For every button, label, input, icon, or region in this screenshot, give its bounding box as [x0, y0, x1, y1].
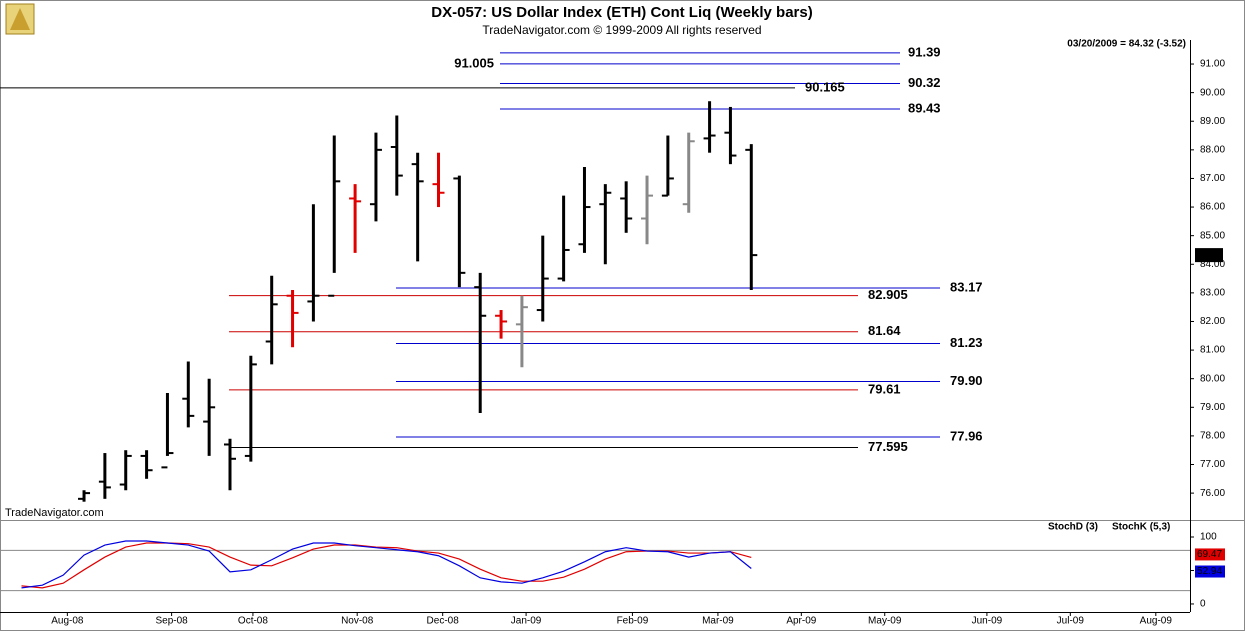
y-tick-label: 83.00	[1200, 288, 1225, 299]
level-label: 77.595	[868, 439, 908, 454]
last-price-header: 03/20/2009 = 84.32 (-3.52)	[1067, 39, 1186, 50]
level-label: 90.32	[908, 75, 941, 90]
level-label: 90.165	[805, 79, 845, 94]
level-label: 79.61	[868, 381, 901, 396]
level-label: 77.96	[950, 428, 983, 443]
y-tick-label: 77.00	[1200, 459, 1225, 470]
last-price-label: 84.32	[1197, 250, 1222, 261]
level-label: 82.905	[868, 287, 908, 302]
y-tick-label: 76.00	[1200, 488, 1225, 499]
x-tick-label: Dec-08	[427, 616, 460, 627]
x-tick-label: Mar-09	[702, 616, 734, 627]
x-tick-label: Aug-09	[1140, 616, 1173, 627]
y-tick-label: 87.00	[1200, 173, 1225, 184]
level-label: 91.39	[908, 44, 941, 59]
y-tick-label: 86.00	[1200, 202, 1225, 213]
x-tick-label: Nov-08	[341, 616, 374, 627]
x-tick-label: Oct-08	[238, 616, 268, 627]
y-tick-label: 100	[1200, 532, 1217, 543]
level-label: 81.23	[950, 335, 983, 350]
y-tick-label: 90.00	[1200, 87, 1225, 98]
y-tick-label: 85.00	[1200, 230, 1225, 241]
x-tick-label: Apr-09	[786, 616, 816, 627]
last-value-label: 52.94	[1197, 566, 1222, 577]
x-tick-label: Jul-09	[1057, 616, 1085, 627]
y-tick-label: 80.00	[1200, 373, 1225, 384]
y-tick-label: 78.00	[1200, 431, 1225, 442]
level-label: 81.64	[868, 323, 901, 338]
legend-entry: StochD (3)	[1048, 522, 1098, 533]
legend-entry: StochK (5,3)	[1112, 522, 1170, 533]
y-tick-label: 81.00	[1200, 345, 1225, 356]
watermark: TradeNavigator.com	[5, 507, 104, 519]
y-tick-label: 82.00	[1200, 316, 1225, 327]
y-tick-label: 84.00	[1200, 259, 1225, 270]
last-value-label: 69.47	[1197, 549, 1222, 560]
last-value-box	[1195, 548, 1225, 561]
y-tick-label: 88.00	[1200, 144, 1225, 155]
last-value-box	[1195, 565, 1225, 578]
level-label: 89.43	[908, 100, 941, 115]
x-tick-label: May-09	[868, 616, 902, 627]
y-tick-label: 79.00	[1200, 402, 1225, 413]
y-tick-label: 91.00	[1200, 59, 1225, 70]
stoch-line	[21, 540, 752, 589]
y-tick-label: 89.00	[1200, 116, 1225, 127]
chart-title: DX-057: US Dollar Index (ETH) Cont Liq (…	[431, 4, 812, 21]
stoch-line	[21, 542, 752, 589]
x-tick-label: Jan-09	[511, 616, 542, 627]
x-tick-label: Jun-09	[972, 616, 1003, 627]
level-label: 91.005	[454, 55, 494, 70]
last-price-box	[1195, 248, 1223, 263]
level-label: 83.17	[950, 279, 983, 294]
x-tick-label: Sep-08	[155, 616, 188, 627]
x-tick-label: Feb-09	[617, 616, 649, 627]
logo	[5, 3, 35, 35]
level-label: 79.90	[950, 373, 983, 388]
x-tick-label: Aug-08	[51, 616, 84, 627]
y-tick-label: 0	[1200, 599, 1206, 610]
chart-subtitle: TradeNavigator.com © 1999-2009 All right…	[482, 23, 761, 37]
